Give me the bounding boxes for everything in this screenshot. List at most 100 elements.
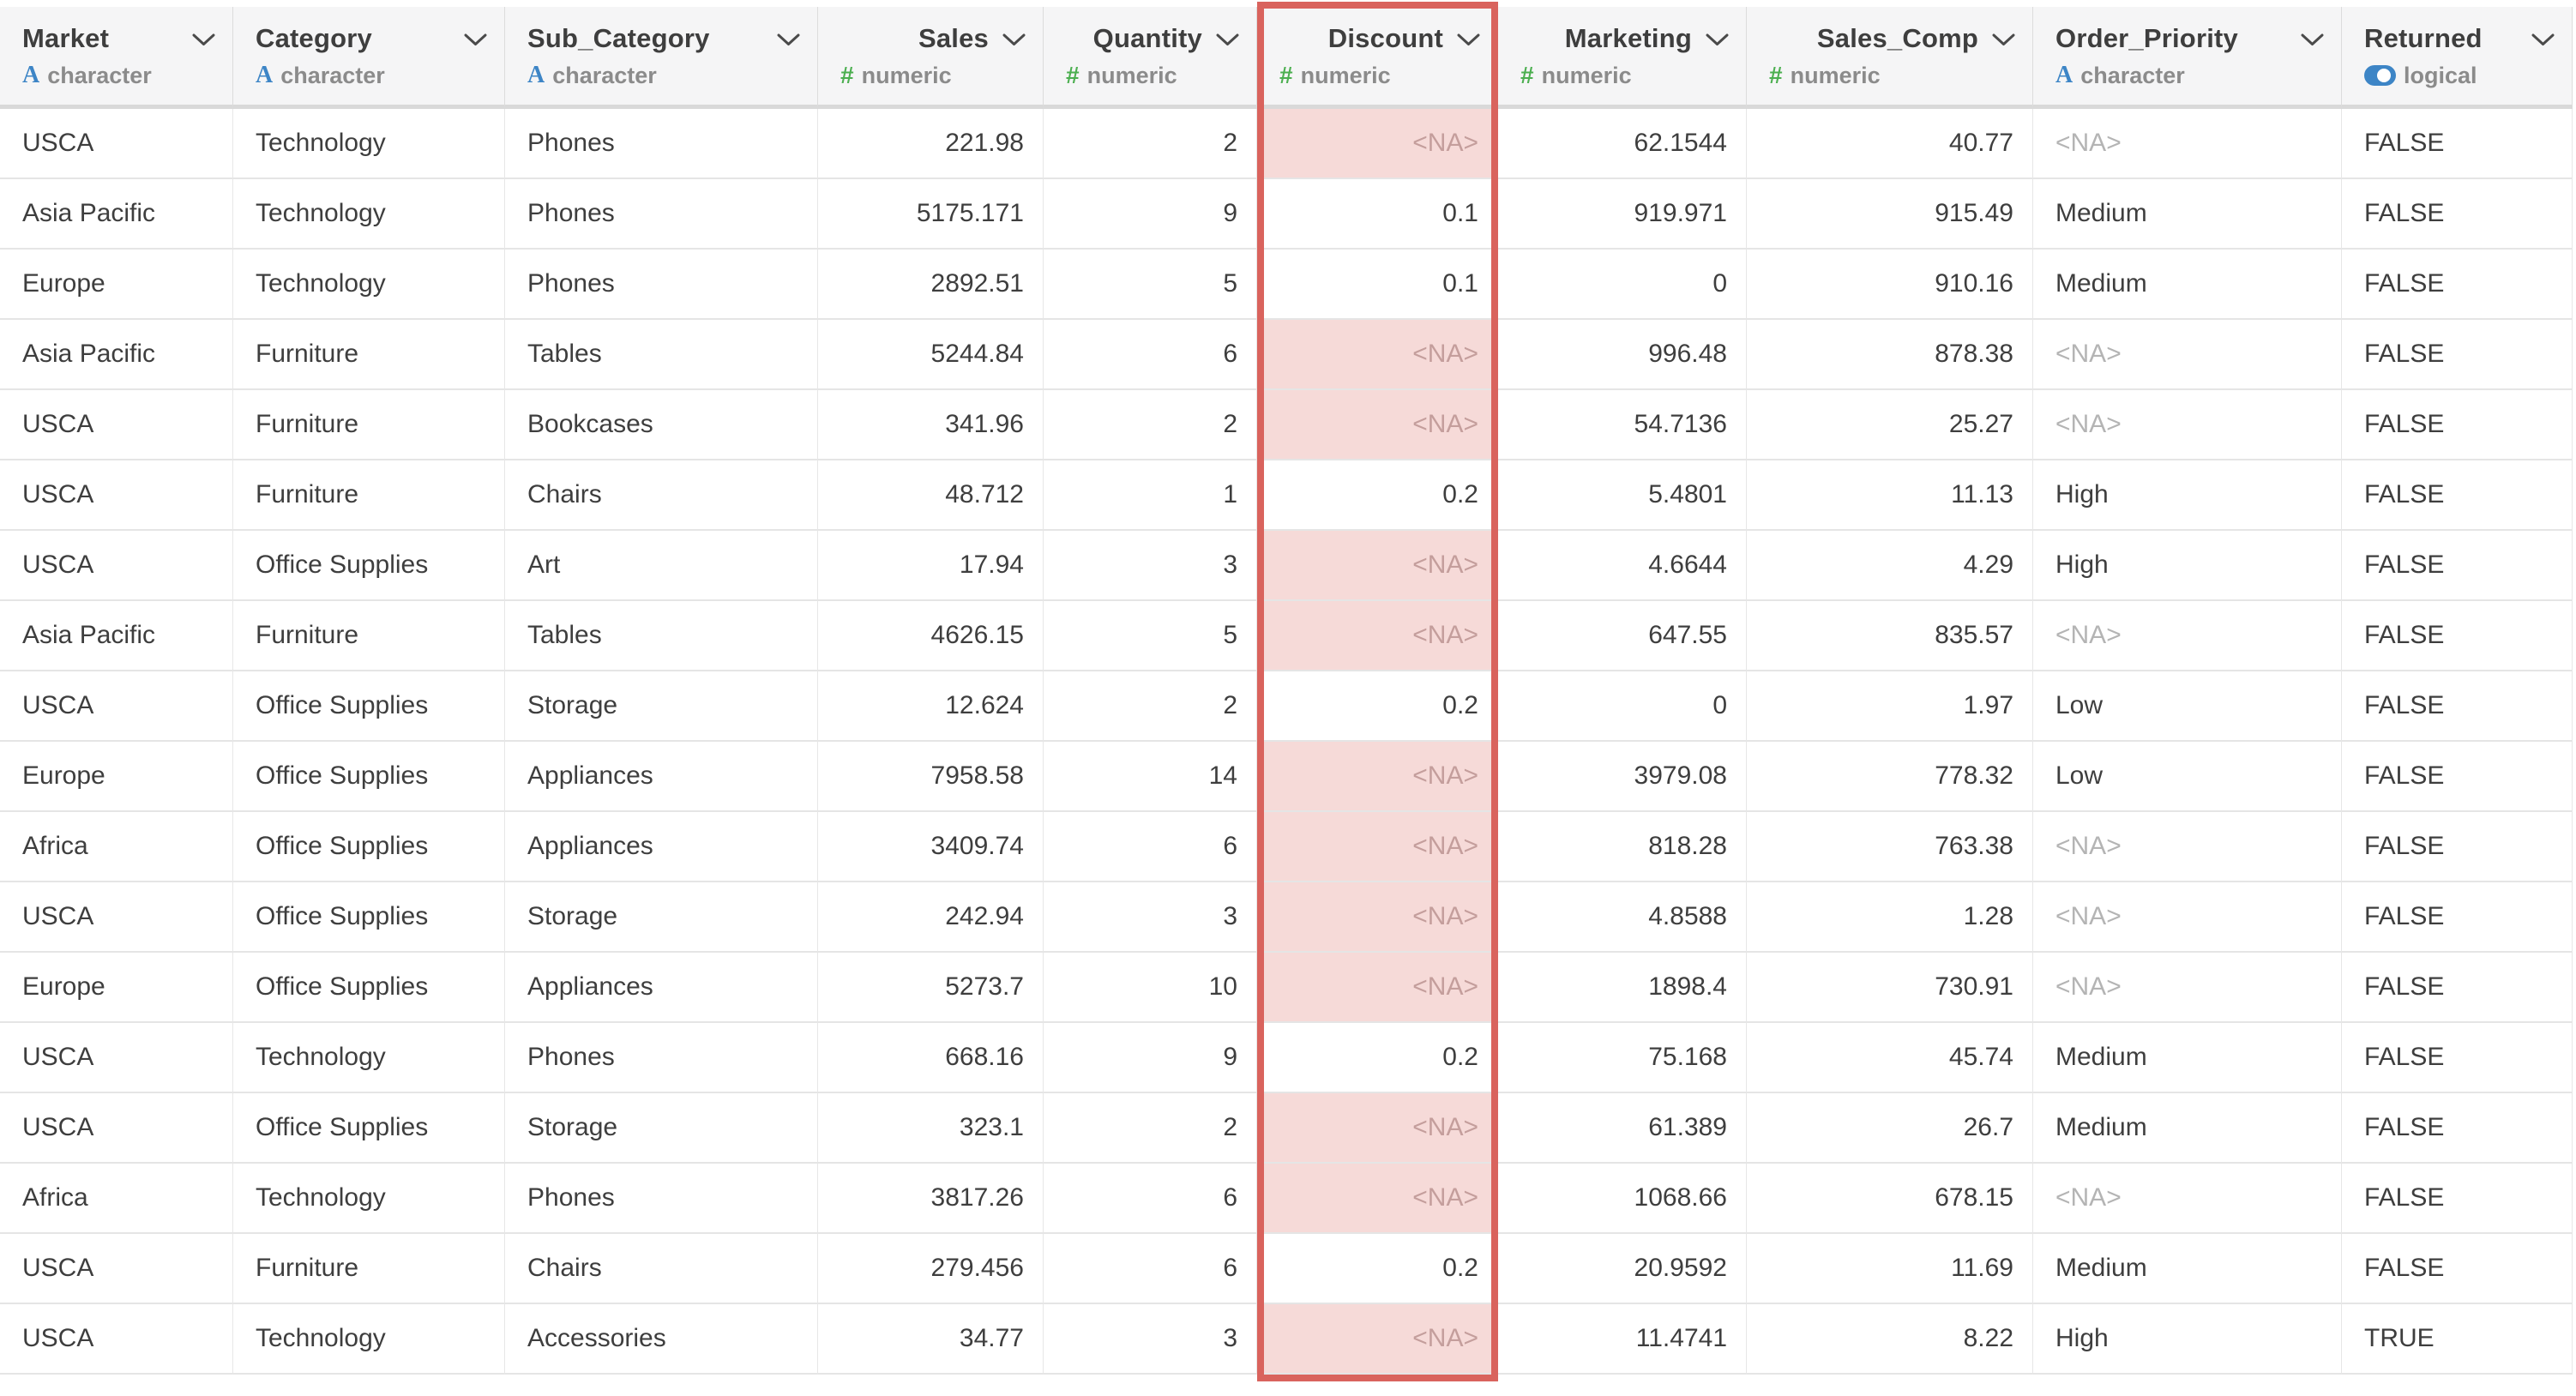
- cell-market: Africa: [0, 812, 233, 882]
- table-row: USCA Technology Phones 221.98 2 <NA> 62.1544 40…: [0, 109, 2573, 179]
- table-row: Asia Pacific Furniture Tables 5244.84 6 <NA> 9…: [0, 320, 2573, 390]
- column-header-title-row: Returned: [2364, 23, 2555, 54]
- cell-category: Furniture: [233, 460, 505, 531]
- cell-category: Technology: [233, 179, 505, 250]
- column-type-label: numeric: [1790, 62, 1881, 88]
- table-row: USCA Office Supplies Art 17.94 3 <NA> 4.6644 4.…: [0, 531, 2573, 601]
- cell-quantity: 9: [1044, 1023, 1257, 1093]
- cell-returned: FALSE: [2342, 1023, 2573, 1093]
- chevron-down-icon[interactable]: [1002, 33, 1026, 47]
- column-header-sales[interactable]: Sales # numeric: [818, 7, 1044, 109]
- cell-marketing: 818.28: [1498, 812, 1747, 882]
- column-type-label: logical: [2404, 62, 2477, 88]
- cell-market: Asia Pacific: [0, 601, 233, 671]
- cell-returned: FALSE: [2342, 671, 2573, 742]
- cell-marketing: 647.55: [1498, 601, 1747, 671]
- column-type-row: # numeric: [1279, 63, 1480, 89]
- cell-sales: 4626.15: [818, 601, 1044, 671]
- numeric-type-icon: #: [1279, 62, 1293, 88]
- cell-category: Technology: [233, 250, 505, 320]
- column-header-title-row: Discount: [1279, 23, 1480, 54]
- cell-sales_comp: 25.27: [1747, 390, 2033, 460]
- cell-returned: FALSE: [2342, 1234, 2573, 1304]
- cell-marketing: 3979.08: [1498, 742, 1747, 812]
- cell-sales_comp: 878.38: [1747, 320, 2033, 390]
- cell-sub_category: Phones: [505, 250, 818, 320]
- cell-sub_category: Appliances: [505, 812, 818, 882]
- cell-marketing: 4.6644: [1498, 531, 1747, 601]
- chevron-down-icon[interactable]: [777, 33, 800, 47]
- cell-quantity: 5: [1044, 250, 1257, 320]
- character-type-icon: A: [2055, 62, 2073, 88]
- table-row: Europe Technology Phones 2892.51 5 0.1 0 910.16…: [0, 250, 2573, 320]
- chevron-down-icon[interactable]: [1457, 33, 1480, 47]
- cell-market: USCA: [0, 460, 233, 531]
- column-header-title-row: Marketing: [1520, 23, 1729, 54]
- chevron-down-icon[interactable]: [2531, 33, 2555, 47]
- cell-discount: <NA>: [1257, 953, 1498, 1023]
- cell-marketing: 919.971: [1498, 179, 1747, 250]
- cell-category: Technology: [233, 1164, 505, 1234]
- cell-discount: <NA>: [1257, 812, 1498, 882]
- column-type-row: # numeric: [1066, 63, 1239, 89]
- cell-sales_comp: 45.74: [1747, 1023, 2033, 1093]
- column-name: Quantity: [1092, 22, 1202, 53]
- column-type-row: # numeric: [840, 63, 1026, 89]
- cell-returned: FALSE: [2342, 460, 2573, 531]
- column-header-title-row: Sales: [840, 23, 1026, 54]
- column-name: Marketing: [1564, 22, 1692, 53]
- chevron-down-icon[interactable]: [1706, 33, 1729, 47]
- cell-order_priority: Medium: [2033, 1093, 2342, 1164]
- column-name: Sales: [918, 22, 989, 53]
- column-header-returned[interactable]: Returned logical: [2342, 7, 2573, 109]
- cell-sub_category: Storage: [505, 671, 818, 742]
- cell-sub_category: Appliances: [505, 742, 818, 812]
- cell-order_priority: Medium: [2033, 179, 2342, 250]
- cell-marketing: 0: [1498, 250, 1747, 320]
- cell-sales: 242.94: [818, 882, 1044, 953]
- chevron-down-icon[interactable]: [192, 33, 215, 47]
- chevron-down-icon[interactable]: [1992, 33, 2015, 47]
- cell-returned: TRUE: [2342, 1304, 2573, 1375]
- cell-discount: <NA>: [1257, 1304, 1498, 1375]
- column-type-row: # numeric: [1769, 63, 2015, 89]
- cell-order_priority: <NA>: [2033, 953, 2342, 1023]
- cell-order_priority: <NA>: [2033, 812, 2342, 882]
- column-header-sales_comp[interactable]: Sales_Comp # numeric: [1747, 7, 2033, 109]
- cell-order_priority: <NA>: [2033, 109, 2342, 179]
- cell-quantity: 14: [1044, 742, 1257, 812]
- column-type-label: character: [2080, 62, 2185, 88]
- column-header-marketing[interactable]: Marketing # numeric: [1498, 7, 1747, 109]
- chevron-down-icon[interactable]: [464, 33, 487, 47]
- table-row: USCA Furniture Chairs 48.712 1 0.2 5.4801 11.13…: [0, 460, 2573, 531]
- column-type-label: numeric: [1300, 62, 1391, 88]
- cell-quantity: 6: [1044, 1234, 1257, 1304]
- cell-marketing: 996.48: [1498, 320, 1747, 390]
- column-header-quantity[interactable]: Quantity # numeric: [1044, 7, 1257, 109]
- cell-category: Technology: [233, 109, 505, 179]
- cell-quantity: 9: [1044, 179, 1257, 250]
- cell-discount: <NA>: [1257, 1164, 1498, 1234]
- cell-discount: 0.1: [1257, 250, 1498, 320]
- chevron-down-icon[interactable]: [2301, 33, 2324, 47]
- cell-order_priority: High: [2033, 531, 2342, 601]
- column-header-discount[interactable]: Discount # numeric: [1257, 7, 1498, 109]
- cell-discount: <NA>: [1257, 109, 1498, 179]
- cell-sub_category: Accessories: [505, 1304, 818, 1375]
- column-name: Discount: [1327, 22, 1443, 53]
- table-row: USCA Office Supplies Storage 242.94 3 <NA> 4.8…: [0, 882, 2573, 953]
- cell-marketing: 0: [1498, 671, 1747, 742]
- cell-category: Furniture: [233, 390, 505, 460]
- cell-discount: 0.2: [1257, 460, 1498, 531]
- table-row: USCA Office Supplies Storage 323.1 2 <NA> 61.3…: [0, 1093, 2573, 1164]
- cell-sales_comp: 11.13: [1747, 460, 2033, 531]
- chevron-down-icon[interactable]: [1216, 33, 1239, 47]
- cell-category: Technology: [233, 1023, 505, 1093]
- cell-market: Africa: [0, 1164, 233, 1234]
- cell-order_priority: Low: [2033, 742, 2342, 812]
- cell-discount: <NA>: [1257, 320, 1498, 390]
